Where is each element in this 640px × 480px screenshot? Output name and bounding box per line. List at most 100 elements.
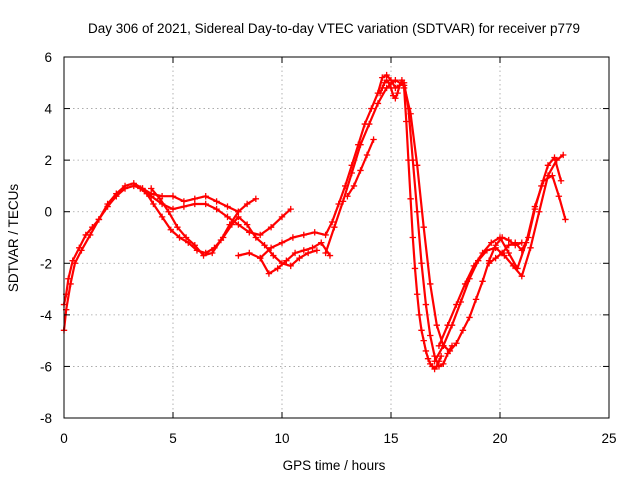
data-point [435, 342, 443, 349]
data-point [392, 95, 399, 102]
y-tick-label: -8 [40, 411, 52, 426]
data-point [252, 234, 260, 241]
data-point [344, 193, 351, 200]
data-point [304, 249, 312, 257]
data-point [339, 198, 347, 205]
data-point [217, 236, 225, 244]
data-point [267, 244, 275, 252]
data-point [150, 200, 157, 208]
data-point [331, 223, 338, 231]
data-point [461, 280, 469, 288]
data-point [224, 203, 231, 210]
data-point [416, 311, 423, 319]
series-trace [62, 184, 240, 306]
data-point [326, 252, 334, 259]
series-trace [433, 153, 565, 363]
data-point [182, 234, 190, 241]
data-point [257, 254, 264, 262]
data-point [562, 216, 569, 223]
data-point [158, 213, 166, 221]
data-point [257, 231, 264, 239]
data-point [433, 321, 440, 329]
data-point [169, 205, 177, 213]
data-point [518, 247, 525, 254]
data-point [213, 198, 220, 205]
data-point [413, 208, 421, 215]
data-point [137, 185, 144, 192]
data-point [492, 254, 499, 262]
data-point [420, 223, 427, 231]
data-point [350, 182, 358, 190]
data-point [549, 172, 556, 179]
data-point [400, 84, 408, 92]
series-arc-4 [148, 185, 260, 259]
data-point [512, 239, 519, 246]
data-point [180, 203, 188, 210]
x-tick-label: 20 [492, 431, 507, 446]
data-point [409, 234, 416, 241]
data-point [368, 105, 375, 112]
data-point [300, 231, 307, 239]
data-point [291, 249, 299, 257]
data-point [411, 265, 419, 272]
data-point [283, 257, 290, 264]
data-point [392, 77, 399, 84]
data-point [191, 242, 198, 249]
data-point [165, 208, 172, 215]
data-point [544, 162, 552, 169]
chart-title: Day 306 of 2021, Sidereal Day-to-day VTE… [88, 21, 580, 36]
data-point [167, 226, 175, 233]
data-point [394, 89, 401, 97]
series-arc-8 [344, 136, 377, 200]
data-point [357, 167, 364, 174]
data-point [538, 182, 545, 190]
data-point [446, 347, 454, 355]
data-point [209, 249, 216, 257]
data-point [200, 252, 207, 259]
data-point [485, 260, 493, 267]
data-point [348, 169, 355, 177]
series-arc-12 [485, 154, 565, 267]
data-point [289, 234, 297, 241]
data-point [398, 77, 406, 84]
x-tick-label: 5 [169, 431, 177, 446]
plot-frame [63, 56, 610, 419]
data-point [555, 193, 563, 200]
data-point [418, 327, 425, 334]
data-point [296, 254, 303, 262]
data-point [322, 231, 329, 239]
data-point [130, 180, 137, 187]
data-point [246, 249, 253, 257]
data-point [479, 278, 486, 285]
data-point [505, 249, 512, 257]
data-point [396, 82, 403, 89]
data-point [420, 337, 427, 344]
y-tick-label: 4 [44, 102, 52, 117]
series-arc-5 [235, 239, 334, 277]
series-trace [139, 187, 318, 267]
data-point [104, 200, 111, 208]
data-point [78, 247, 85, 254]
x-tick-label: 10 [274, 431, 289, 446]
data-point [498, 249, 506, 257]
series-trace [62, 182, 292, 332]
data-point [322, 249, 329, 257]
series-trace [150, 187, 257, 257]
series-arc-10 [431, 151, 567, 365]
data-point [67, 280, 74, 288]
y-tick-label: 2 [44, 153, 52, 168]
data-point [148, 185, 155, 192]
data-point [243, 200, 251, 208]
x-tick-label: 0 [60, 431, 68, 446]
data-point [557, 177, 565, 184]
data-point [413, 162, 421, 169]
data-point [261, 242, 268, 249]
data-point [252, 195, 260, 203]
data-point [413, 291, 421, 298]
data-point [174, 223, 181, 231]
data-point [440, 360, 447, 368]
data-point [536, 208, 543, 215]
data-point [86, 231, 94, 239]
data-point [531, 205, 539, 213]
